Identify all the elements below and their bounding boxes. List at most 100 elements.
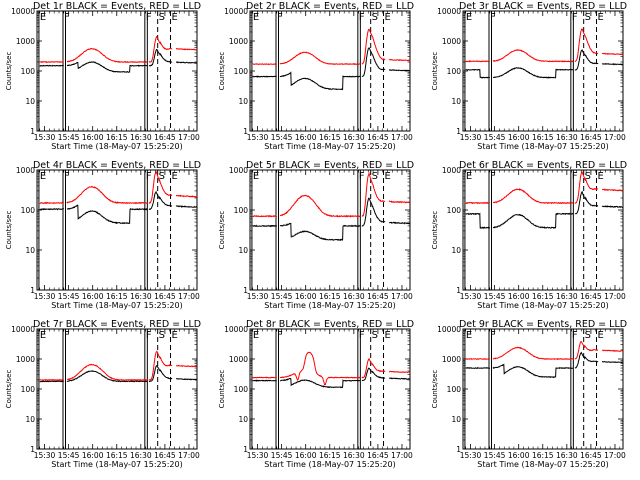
x-tick-label: 16:30: [130, 451, 152, 460]
y-tick-label: 1: [243, 127, 248, 136]
x-tick-label: 15:45: [58, 133, 80, 142]
flag-label: S: [372, 330, 378, 341]
lld-series-line: [252, 171, 411, 218]
flag-label: E: [466, 171, 472, 182]
events-series-line: [252, 47, 411, 91]
x-axis-label: Start Time (18-May-07 15:25:20): [477, 142, 608, 151]
x-tick-label: 15:30: [247, 451, 269, 460]
plot-frame: [36, 10, 198, 132]
flag-label: E: [172, 171, 178, 182]
y-tick-label: 10: [451, 97, 461, 106]
x-tick-label: 15:30: [34, 133, 56, 142]
x-tick-label: 16:30: [130, 133, 152, 142]
x-tick-label: 16:45: [580, 451, 602, 460]
panel-1: Det 1r BLACK = Events, RED = LLD 1 10 100 10…: [5, 1, 201, 151]
y-tick-label: 1: [456, 286, 461, 295]
flag-label: F: [64, 171, 70, 182]
x-tick-label: 16:30: [556, 292, 578, 301]
x-tick-label: 17:00: [391, 292, 413, 301]
flag-label: F: [64, 12, 70, 23]
panel-title: Det 6r BLACK = Events, RED = LLD: [459, 160, 627, 171]
x-tick-label: 17:00: [604, 292, 626, 301]
x-axis-label: Start Time (18-May-07 15:25:20): [477, 460, 608, 469]
x-tick-label: 16:00: [508, 133, 530, 142]
y-tick-label: 10: [25, 97, 35, 106]
panel-title: Det 3r BLACK = Events, RED = LLD: [459, 1, 627, 12]
flag-label: F: [490, 171, 496, 182]
x-tick-label: 16:45: [367, 451, 389, 460]
flag-label: F: [572, 330, 578, 341]
x-axis-label: Start Time (18-May-07 15:25:20): [264, 301, 395, 310]
flag-label: E: [466, 12, 472, 23]
plot-frame: [36, 169, 198, 291]
y-tick-label: 10: [25, 415, 35, 424]
x-tick-label: 16:45: [367, 133, 389, 142]
x-tick-label: 15:45: [484, 292, 506, 301]
flag-label: E: [253, 171, 259, 182]
y-axis-label: Counts/sec: [5, 52, 13, 91]
x-axis-label: Start Time (18-May-07 15:25:20): [51, 460, 182, 469]
panel-title: Det 4r BLACK = Events, RED = LLD: [33, 160, 201, 171]
x-tick-label: 16:00: [295, 133, 317, 142]
plot-frame: [36, 328, 198, 450]
lld-series-line: [39, 170, 198, 205]
flag-label: E: [385, 171, 391, 182]
y-axis-label: Counts/sec: [5, 211, 13, 250]
y-tick-label: 1: [30, 127, 35, 136]
y-axis-label: Counts/sec: [431, 52, 439, 91]
panel-title: Det 1r BLACK = Events, RED = LLD: [33, 1, 201, 12]
panel-3: Det 3r BLACK = Events, RED = LLD 1 10 100 10…: [431, 1, 627, 151]
y-tick-label: 1000: [442, 37, 461, 46]
x-tick-label: 16:45: [580, 292, 602, 301]
y-tick-label: 1000: [229, 37, 248, 46]
x-tick-label: 16:15: [532, 451, 554, 460]
flag-label: F: [490, 330, 496, 341]
events-series-line: [465, 351, 624, 379]
flag-label: E: [598, 12, 604, 23]
flag-label: E: [385, 12, 391, 23]
x-tick-label: 16:00: [82, 133, 104, 142]
panel-title: Det 7r BLACK = Events, RED = LLD: [33, 319, 201, 330]
y-tick-label: 1000: [16, 37, 35, 46]
y-tick-label: 100: [234, 67, 249, 76]
x-tick-label: 15:30: [460, 133, 482, 142]
y-tick-label: 10: [238, 97, 248, 106]
events-series-line: [39, 190, 198, 225]
x-tick-label: 16:45: [154, 133, 176, 142]
lld-series-line: [252, 351, 411, 386]
y-tick-label: 100: [21, 385, 36, 394]
x-tick-label: 16:15: [532, 292, 554, 301]
y-tick-label: 100: [447, 206, 462, 215]
y-tick-label: 10000: [437, 7, 461, 16]
flag-label: E: [40, 171, 46, 182]
y-axis-label: Counts/sec: [218, 52, 226, 91]
y-tick-label: 10: [451, 246, 461, 255]
y-axis-label: Counts/sec: [431, 211, 439, 250]
y-tick-label: 1000: [229, 166, 248, 175]
flag-label: E: [172, 12, 178, 23]
events-series-line: [252, 197, 411, 242]
x-axis-label: Start Time (18-May-07 15:25:20): [264, 460, 395, 469]
x-tick-label: 16:15: [106, 292, 128, 301]
plot-frame: [249, 10, 411, 132]
x-tick-label: 15:45: [271, 133, 293, 142]
flag-label: S: [372, 12, 378, 23]
y-tick-label: 1: [456, 445, 461, 454]
x-tick-label: 16:15: [532, 133, 554, 142]
y-tick-label: 10000: [11, 325, 35, 334]
y-tick-label: 1000: [16, 355, 35, 364]
panel-7: Det 7r BLACK = Events, RED = LLD 1 10 100 10…: [5, 319, 201, 469]
flag-label: S: [159, 12, 165, 23]
flag-label: E: [385, 330, 391, 341]
x-axis-label: Start Time (18-May-07 15:25:20): [51, 301, 182, 310]
x-tick-label: 16:00: [295, 292, 317, 301]
x-tick-label: 16:00: [82, 292, 104, 301]
flag-label: F: [572, 12, 578, 23]
flag-label: F: [64, 330, 70, 341]
plot-frame: [462, 169, 624, 291]
x-axis-label: Start Time (18-May-07 15:25:20): [264, 142, 395, 151]
flag-label: F: [277, 12, 283, 23]
x-tick-label: 16:15: [319, 133, 341, 142]
y-tick-label: 100: [234, 385, 249, 394]
events-series-line: [252, 367, 411, 389]
